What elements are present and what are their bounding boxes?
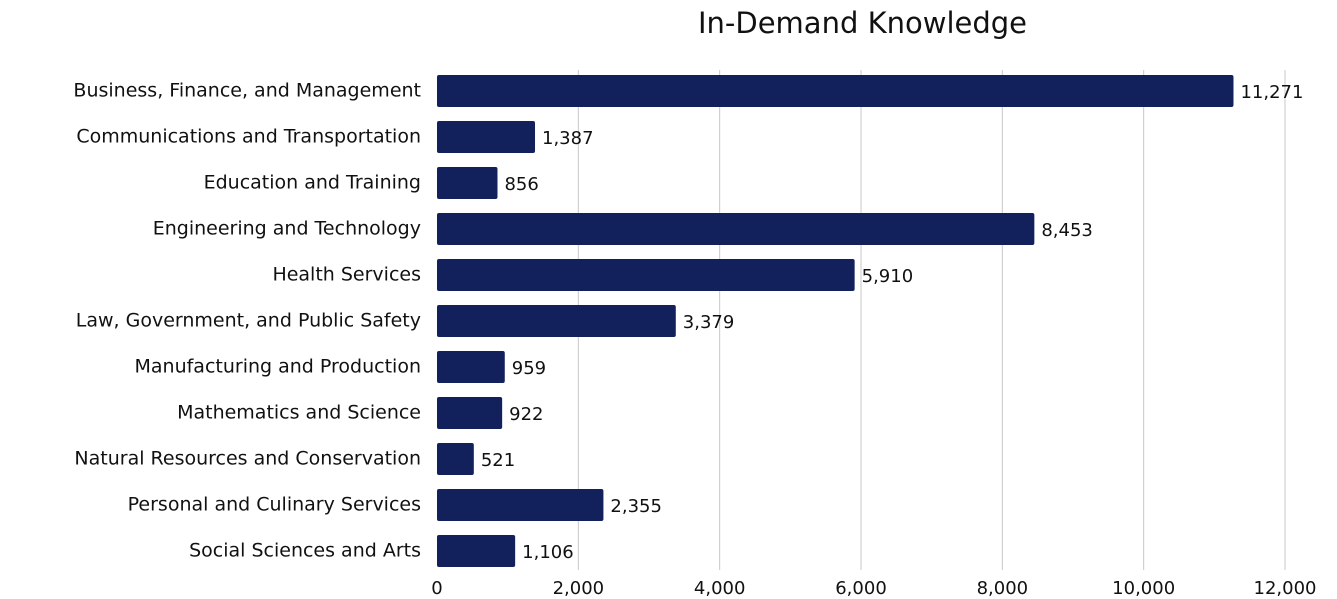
x-axis-tick-labels: 0 2,000 4,000 6,000 8,000 10,000 12,000	[431, 578, 1316, 599]
category-label: Communications and Transportation	[76, 126, 421, 148]
value-label: 8,453	[1041, 220, 1093, 241]
x-tick-label: 2,000	[553, 578, 605, 599]
x-tick-label: 4,000	[694, 578, 746, 599]
value-label: 521	[481, 450, 515, 471]
bar	[437, 351, 505, 383]
value-label: 1,387	[542, 128, 594, 149]
bar	[437, 213, 1035, 245]
x-tick-label: 12,000	[1254, 578, 1317, 599]
category-labels: Business, Finance, and Management Communi…	[73, 80, 421, 562]
value-label: 5,910	[862, 266, 914, 287]
value-label: 2,355	[610, 496, 662, 517]
category-label: Natural Resources and Conservation	[74, 448, 421, 470]
category-label: Personal and Culinary Services	[128, 494, 421, 516]
value-label: 922	[509, 404, 543, 425]
category-label: Engineering and Technology	[153, 218, 421, 240]
category-label: Mathematics and Science	[177, 402, 421, 424]
bar	[437, 259, 855, 291]
category-label: Social Sciences and Arts	[189, 540, 421, 562]
chart-title: In-Demand Knowledge	[697, 6, 1027, 40]
x-tick-label: 0	[431, 578, 442, 599]
category-label: Law, Government, and Public Safety	[76, 310, 421, 332]
value-labels: 11,271 1,387 856 8,453 5,910 3,379 959 922 521 2,…	[481, 82, 1304, 563]
bar	[437, 443, 474, 475]
bar	[437, 75, 1234, 107]
category-label: Education and Training	[204, 172, 421, 194]
bar	[437, 305, 676, 337]
value-label: 11,271	[1240, 82, 1303, 103]
value-label: 959	[512, 358, 546, 379]
bar	[437, 489, 604, 521]
x-tick-label: 6,000	[835, 578, 887, 599]
category-label: Manufacturing and Production	[135, 356, 422, 378]
category-label: Business, Finance, and Management	[73, 80, 421, 102]
category-label: Health Services	[272, 264, 421, 286]
bar	[437, 535, 516, 567]
x-tick-label: 8,000	[977, 578, 1029, 599]
bar	[437, 121, 536, 153]
bar	[437, 167, 498, 199]
value-label: 856	[504, 174, 538, 195]
value-label: 1,106	[522, 542, 574, 563]
bar	[437, 397, 503, 429]
value-label: 3,379	[683, 312, 735, 333]
bars	[437, 75, 1234, 567]
gridlines	[577, 70, 1286, 570]
x-tick-label: 10,000	[1112, 578, 1175, 599]
